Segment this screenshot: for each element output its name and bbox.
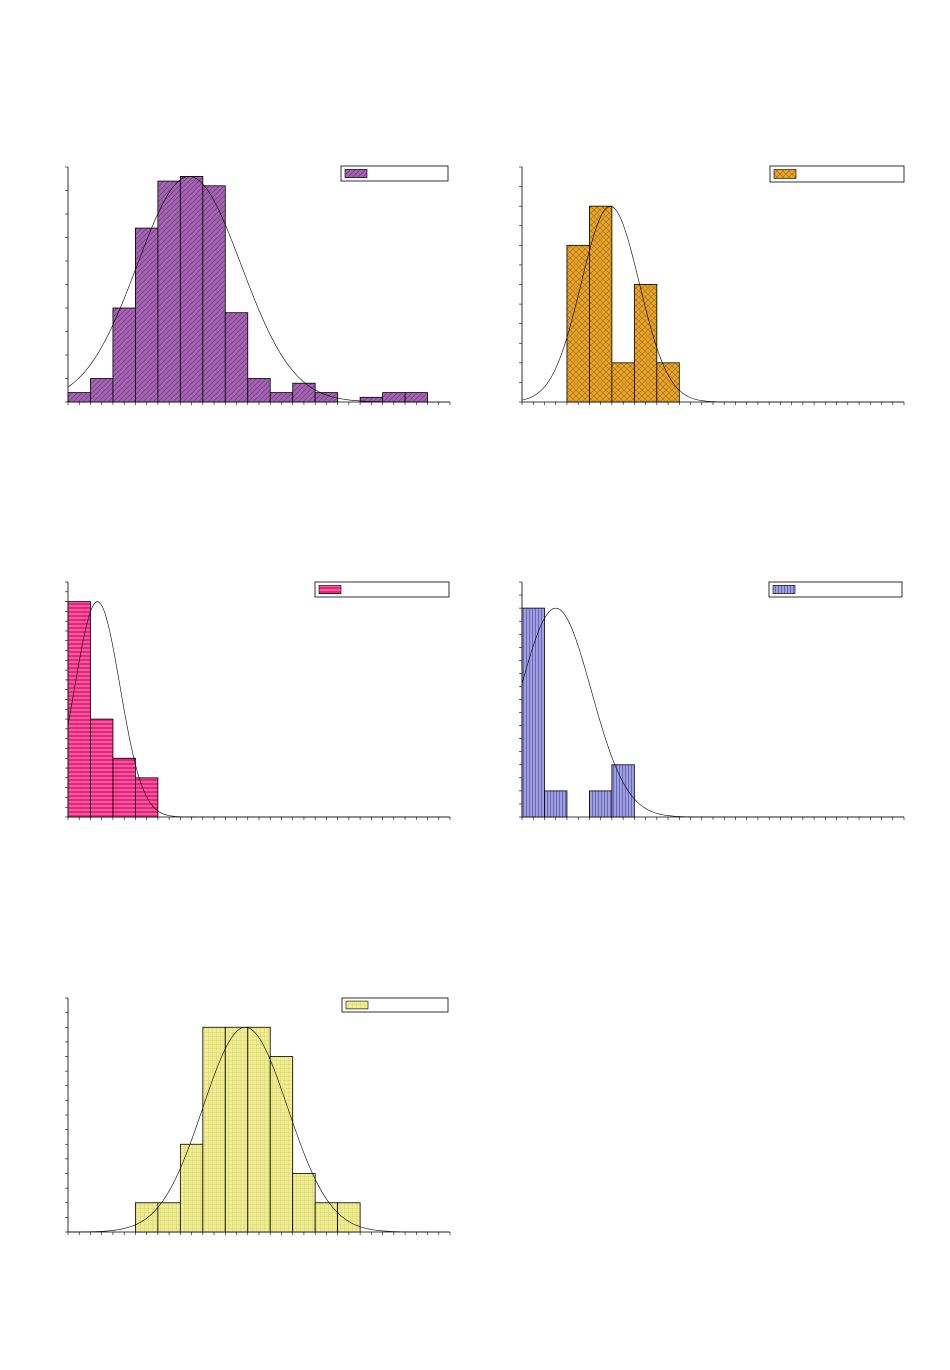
histogram-bar	[202, 185, 226, 403]
histogram-bar	[269, 392, 294, 403]
histogram-bar	[90, 718, 114, 818]
panel-3	[65, 581, 451, 820]
histogram-bar	[544, 790, 568, 818]
legend-swatch	[344, 169, 368, 179]
legend-swatch	[318, 584, 342, 594]
histogram-bar	[247, 378, 271, 403]
normal-fit-curve	[521, 205, 904, 403]
histogram-bar	[382, 392, 406, 403]
histogram-bar	[589, 205, 613, 403]
legend	[768, 581, 903, 598]
legend	[314, 581, 450, 598]
histogram-bar	[67, 392, 91, 403]
histogram-bar	[247, 1026, 271, 1233]
legend-swatch	[772, 584, 796, 594]
histogram-bar	[112, 307, 136, 403]
normal-fit-curve	[67, 176, 450, 403]
legend-box	[340, 165, 449, 182]
histogram-bar	[589, 790, 613, 818]
histogram-bar	[224, 1026, 249, 1233]
legend-swatch	[345, 1000, 369, 1010]
normal-fit-curve	[67, 1026, 450, 1233]
histogram-bar	[269, 1056, 294, 1233]
panel-5	[65, 997, 451, 1235]
normal-fit-curve	[67, 601, 450, 818]
histogram-bar	[337, 1202, 361, 1233]
histogram-bar	[566, 244, 590, 403]
histogram-bar	[404, 392, 428, 403]
histogram-bar	[179, 175, 204, 403]
legend-swatch	[773, 169, 797, 179]
histogram-bar	[90, 378, 114, 403]
legend-box	[341, 997, 449, 1013]
histogram-bar	[224, 312, 249, 403]
histogram-bar	[67, 601, 91, 818]
legend	[769, 165, 905, 183]
histogram-bar	[135, 1202, 159, 1233]
histogram-bar	[292, 1173, 316, 1233]
histogram-bar	[521, 607, 545, 818]
histogram-bar	[611, 764, 635, 818]
histogram-bar	[202, 1026, 226, 1233]
histogram-bar	[314, 392, 339, 403]
legend-box	[769, 165, 905, 183]
normal-fit-curve	[521, 607, 904, 818]
histogram-bar	[157, 180, 181, 403]
legend-box	[768, 581, 903, 598]
histogram-bar	[112, 757, 136, 818]
panel-4	[519, 581, 905, 820]
histogram-bar	[314, 1202, 339, 1233]
legend-box	[314, 581, 450, 598]
histogram-bar	[611, 362, 635, 403]
histogram-bar	[292, 382, 316, 403]
histogram-bar	[633, 284, 658, 403]
histogram-bar	[656, 362, 680, 403]
panel-2	[519, 165, 905, 405]
legend	[340, 165, 449, 182]
legend	[341, 997, 449, 1013]
histogram-bar	[157, 1202, 181, 1233]
panel-1	[65, 165, 451, 405]
histogram-bar	[135, 227, 159, 403]
histogram-bar	[179, 1143, 204, 1233]
